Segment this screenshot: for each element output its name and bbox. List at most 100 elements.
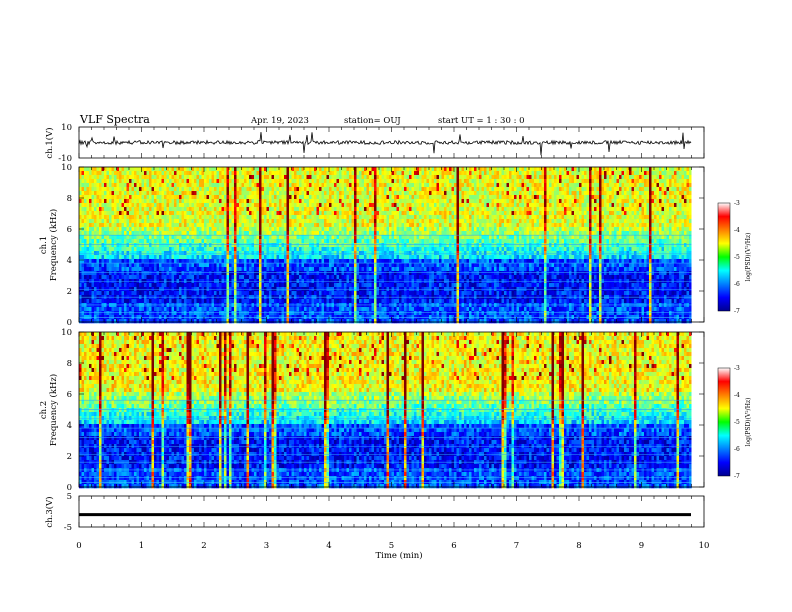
spectrogram-cell (162, 243, 165, 247)
spectrogram-cell (177, 239, 180, 243)
spectrogram-cell (79, 283, 82, 287)
spectrogram-cell (334, 223, 337, 227)
spectrogram-cell (262, 251, 265, 255)
spectrogram-cell (327, 175, 330, 179)
spectrogram-cell (319, 179, 322, 183)
spectrogram-cell (342, 255, 345, 259)
spectrogram-cell (267, 247, 270, 251)
spectrogram-cell (329, 179, 332, 183)
spectrogram-cell (342, 299, 345, 303)
spectrogram-cell (279, 299, 282, 303)
spectrogram-cell (337, 195, 340, 199)
spectrogram-cell (189, 215, 192, 219)
spectrogram-cell (272, 291, 275, 295)
spectrogram-cell (329, 263, 332, 267)
spectrogram-cell (264, 231, 267, 235)
spectrogram-cell (307, 299, 310, 303)
spectrogram-cell (122, 195, 125, 199)
spectrogram-cell (319, 279, 322, 283)
spectrogram-cell (392, 255, 395, 259)
spectrogram-cell (189, 191, 192, 195)
spectrogram-cell (117, 203, 120, 207)
spectrogram-cell (357, 279, 360, 283)
spectrogram-cell (79, 267, 82, 271)
spectrogram-cell (354, 283, 357, 287)
spectrogram-cell (199, 251, 202, 255)
spectrogram-cell (277, 179, 280, 183)
spectrogram-cell (267, 183, 270, 187)
spectrogram-cell (317, 271, 320, 275)
spectrogram-cell (129, 311, 132, 315)
spectrogram-cell (94, 231, 97, 235)
spectrogram-cell (357, 235, 360, 239)
spectrogram-cell (262, 187, 265, 191)
spectrogram-cell (297, 251, 300, 255)
spectrogram-cell (197, 255, 200, 259)
spectrogram-cell (209, 255, 212, 259)
spectrogram-cell (134, 231, 137, 235)
spectrogram-cell (297, 215, 300, 219)
spectrogram-cell (384, 235, 387, 239)
spectrogram-cell (332, 183, 335, 187)
spectrogram-cell (377, 219, 380, 223)
spectrogram-cell (187, 299, 190, 303)
spectrogram-cell (152, 223, 155, 227)
spectrogram-cell (194, 219, 197, 223)
spectrogram-cell (224, 179, 227, 183)
spectrogram-cell (267, 307, 270, 311)
spectrogram-cell (212, 223, 215, 227)
spectrogram-cell (377, 231, 380, 235)
spectrogram-cell (364, 223, 367, 227)
spectrogram-cell (112, 191, 115, 195)
spectrogram-cell (322, 175, 325, 179)
spectrogram-cell (99, 267, 102, 271)
spectrogram-cell (104, 275, 107, 279)
spectrogram-cell (149, 195, 152, 199)
spectrogram-cell (352, 283, 355, 287)
spectrogram-cell (387, 283, 390, 287)
spectrogram-cell (382, 311, 385, 315)
spectrogram-cell (174, 199, 177, 203)
spectrogram-cell (89, 171, 92, 175)
spectrogram-cell (379, 319, 382, 323)
spectrogram-cell (214, 215, 217, 219)
spectrogram-cell (189, 183, 192, 187)
spectrogram-cell (369, 271, 372, 275)
spectrogram-cell (294, 263, 297, 267)
spectrogram-cell (392, 183, 395, 187)
spectrogram-cell (164, 199, 167, 203)
spectrogram-cell (212, 319, 215, 323)
spectrogram-cell (292, 283, 295, 287)
spectrogram-cell (174, 311, 177, 315)
spectrogram-cell (267, 239, 270, 243)
spectrogram-cell (159, 223, 162, 227)
spectrogram-cell (279, 215, 282, 219)
spectrogram-cell (137, 263, 140, 267)
spectrogram-cell (104, 179, 107, 183)
spectrogram-cell (157, 199, 160, 203)
spectrogram-cell (364, 307, 367, 311)
spectrogram-cell (367, 243, 370, 247)
spectrogram-cell (259, 235, 262, 239)
spectrogram-cell (334, 307, 337, 311)
spectrogram-cell (204, 263, 207, 267)
spectrogram-cell (282, 251, 285, 255)
spectrogram-cell (182, 187, 185, 191)
spectrogram-cell (382, 275, 385, 279)
spectrogram-cell (302, 283, 305, 287)
spectrogram-cell (299, 283, 302, 287)
spectrogram-cell (137, 319, 140, 323)
spectrogram-cell (254, 195, 257, 199)
spectrogram-cell (197, 267, 200, 271)
spectrogram-cell (294, 191, 297, 195)
spectrogram-cell (152, 231, 155, 235)
spectrogram-cell (177, 215, 180, 219)
spectrogram-cell (374, 275, 377, 279)
spectrogram-cell (262, 307, 265, 311)
spectrogram-cell (292, 271, 295, 275)
spectrogram-cell (204, 267, 207, 271)
spectrogram-cell (194, 167, 197, 171)
spectrogram-cell (357, 259, 360, 263)
spectrogram-cell (237, 191, 240, 195)
spectrogram-cell (92, 175, 95, 179)
